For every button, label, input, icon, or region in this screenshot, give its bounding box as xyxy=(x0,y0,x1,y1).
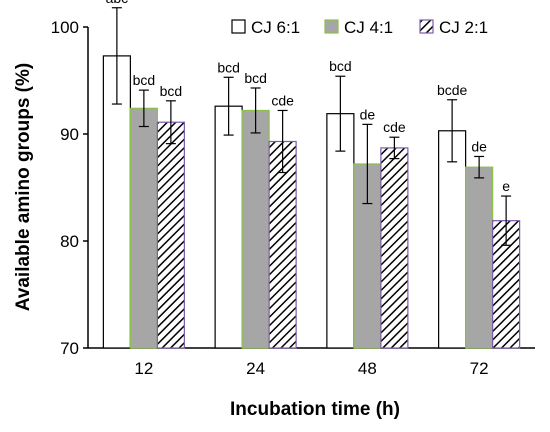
legend-swatch xyxy=(231,19,246,34)
bar-cj-4-1-24h xyxy=(241,109,270,349)
y-tick-label: 100 xyxy=(51,18,79,37)
legend-swatch xyxy=(419,19,434,34)
x-tick-label: 12 xyxy=(134,359,153,378)
significance-label: cde xyxy=(271,92,294,108)
significance-label: cde xyxy=(383,119,406,135)
bar-cj-6-1-72h xyxy=(438,130,467,349)
significance-label: de xyxy=(471,138,487,154)
significance-label: bcd xyxy=(329,58,352,74)
y-tick-label: 80 xyxy=(60,232,79,251)
bar-cj-2-1-48h xyxy=(380,147,409,349)
x-axis-title: Incubation time (h) xyxy=(230,399,400,420)
legend-swatch xyxy=(324,19,339,34)
bar-cj-2-1-12h xyxy=(156,121,185,349)
legend-label: CJ 2:1 xyxy=(439,18,488,37)
significance-label: e xyxy=(502,178,510,194)
x-tick-label: 48 xyxy=(358,359,377,378)
bar-cj-4-1-72h xyxy=(465,166,494,349)
significance-label: bcde xyxy=(437,82,468,98)
significance-label: bcd xyxy=(133,72,156,88)
significance-label: bcd xyxy=(217,59,240,75)
y-tick-label: 90 xyxy=(60,125,79,144)
y-tick-label: 70 xyxy=(60,339,79,358)
significance-label: bcd xyxy=(160,83,183,99)
bar-cj-4-1-12h xyxy=(129,107,158,349)
x-tick-label: 24 xyxy=(246,359,265,378)
legend-label: CJ 6:1 xyxy=(251,18,300,37)
significance-label: bcd xyxy=(244,70,267,86)
significance-label: abc xyxy=(106,0,129,6)
legend-label: CJ 4:1 xyxy=(344,18,393,37)
bar-cj-2-1-24h xyxy=(268,140,297,349)
y-axis-title: Available amino groups (%) xyxy=(13,63,34,311)
significance-label: de xyxy=(360,106,376,122)
x-tick-label: 72 xyxy=(470,359,489,378)
bar-cj-6-1-24h xyxy=(214,105,243,349)
